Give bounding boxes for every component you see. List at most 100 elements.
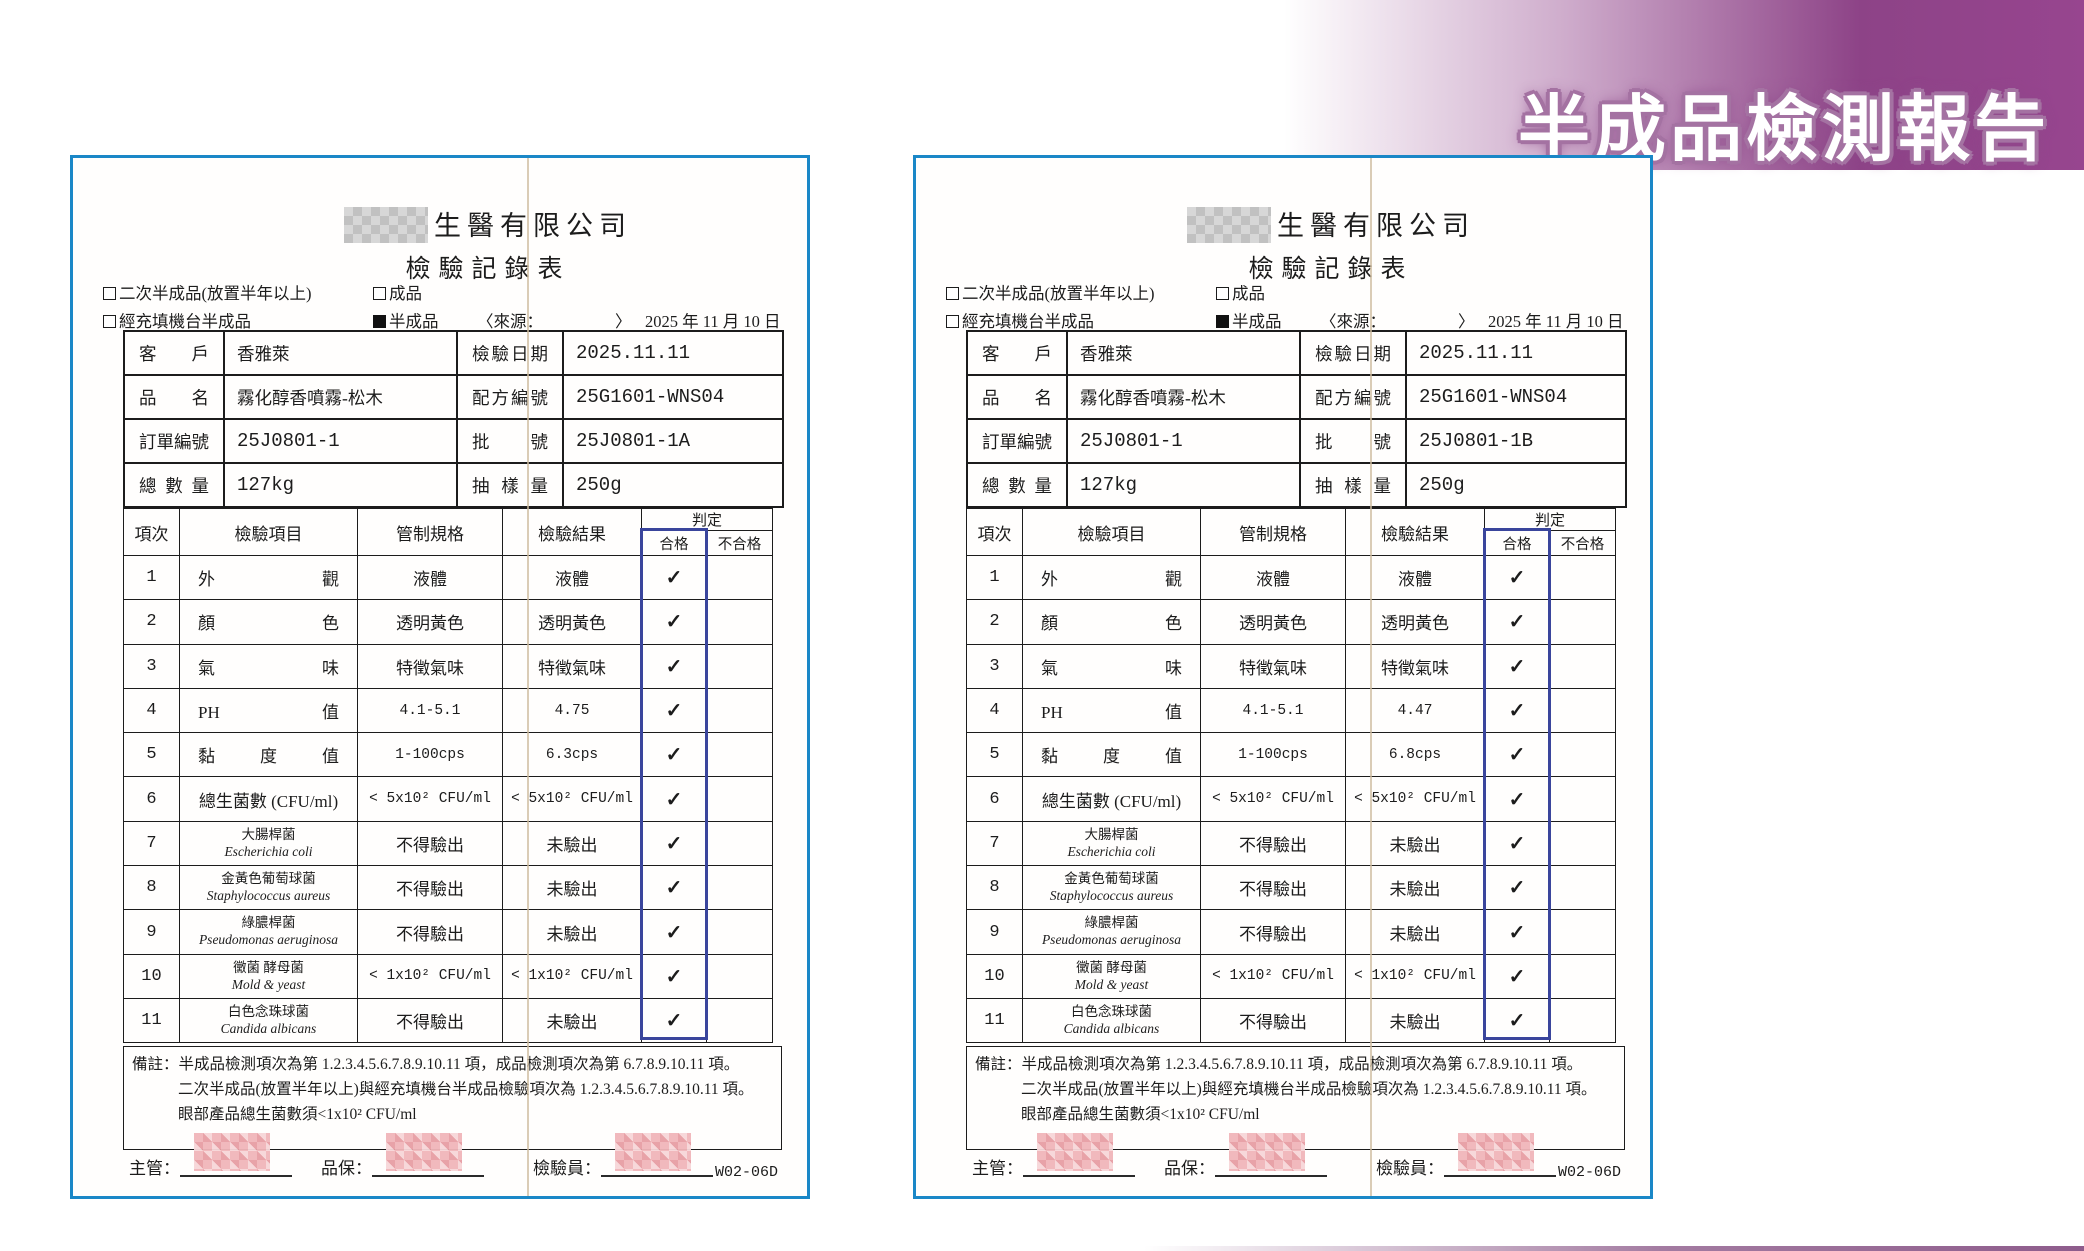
- result-cell: 透明黃色: [1345, 599, 1485, 645]
- row-number: 9: [123, 909, 180, 955]
- spec-cell: 不得驗出: [1200, 909, 1346, 955]
- info-row: 品 名 霧化醇香噴霧-松木 配方編號 25G1601-WNS04: [123, 374, 784, 420]
- report-banner: 半成品檢測報告: [1284, 0, 2084, 170]
- result-cell: < 5x10² CFU/ml: [502, 776, 642, 822]
- spec-cell: 不得驗出: [1200, 820, 1346, 867]
- result-row: 5 黏 度 值 1-100cps 6.3cps ✓: [123, 732, 774, 778]
- product-name-label: 品 名: [966, 374, 1068, 420]
- spec-cell: < 5x10² CFU/ml: [1200, 776, 1346, 822]
- item-name-zh: 白色念珠球菌: [228, 1004, 309, 1020]
- pass-check: ✓: [641, 953, 707, 999]
- item-name-latin: Staphylococcus aureus: [206, 888, 331, 904]
- result-row: 10 黴菌 酵母菌 Mold & yeast < 1x10² CFU/ml < 1x10…: [966, 953, 1617, 999]
- batch-number-value: 25J0801-1A: [562, 418, 784, 464]
- signature-line: [1215, 1133, 1327, 1177]
- item-name-latin: Candida albicans: [1063, 1020, 1160, 1036]
- row-number: 8: [123, 865, 180, 911]
- fail-cell: [705, 909, 774, 955]
- pass-check: ✓: [1484, 554, 1550, 601]
- spec-cell: 透明黃色: [1200, 599, 1346, 645]
- supervisor-label: 主管：: [129, 1159, 180, 1178]
- pass-check: ✓: [1484, 953, 1550, 999]
- note-line: 備註：半成品檢測項次為第 1.2.3.4.5.6.7.8.9.10.11 項，成…: [975, 1056, 1583, 1073]
- item-name-zh: PH 值: [198, 703, 339, 723]
- sample-quantity-label: 抽 樣 量: [456, 462, 564, 508]
- test-item-name: 外 觀: [179, 554, 358, 601]
- form-title: 檢驗記錄表: [405, 256, 571, 283]
- result-cell: 液體: [1345, 554, 1485, 601]
- scan-fold-line: [1370, 158, 1372, 1196]
- note-line: 眼部產品總生菌數須<1x10² CFU/ml: [178, 1106, 417, 1124]
- checkbox-label: 半成品: [389, 312, 439, 331]
- scan-fold-line: [527, 158, 529, 1196]
- result-row: 11 白色念珠球菌 Candida albicans 不得驗出 未驗出 ✓: [966, 997, 1617, 1044]
- info-row: 訂單編號 25J0801-1 批 號 25J0801-1B: [966, 418, 1627, 464]
- item-name-latin: Escherichia coli: [1067, 843, 1156, 859]
- result-cell: 未驗出: [502, 820, 642, 867]
- result-row: 5 黏 度 值 1-100cps 6.8cps ✓: [966, 732, 1617, 778]
- formula-number-label: 配方編號: [1299, 374, 1407, 420]
- inspector-label: 檢驗員：: [1376, 1159, 1444, 1178]
- order-number-label: 訂單編號: [966, 418, 1068, 464]
- customer-value: 香雅萊: [223, 330, 458, 376]
- row-number: 7: [123, 820, 180, 867]
- customer-label: 客 戶: [966, 330, 1068, 376]
- info-table: 客 戶 香雅萊 檢驗日期 2025.11.11 品 名 霧化醇香噴霧-松木 配方…: [966, 330, 1627, 508]
- row-number: 3: [123, 643, 180, 689]
- product-name-value: 霧化醇香噴霧-松木: [223, 374, 458, 420]
- signature-line: [372, 1133, 484, 1177]
- row-number: 5: [966, 732, 1023, 778]
- result-row: 4 PH 值 4.1-5.1 4.75 ✓: [123, 687, 774, 734]
- batch-number-value: 25J0801-1B: [1405, 418, 1627, 464]
- info-row: 品 名 霧化醇香噴霧-松木 配方編號 25G1601-WNS04: [966, 374, 1627, 420]
- checkbox-label: 經充填機台半成品: [119, 312, 251, 331]
- result-cell: 未驗出: [502, 909, 642, 955]
- form-code: W02-06D: [715, 1164, 779, 1181]
- item-name-zh: 總生菌數 (CFU/ml): [198, 791, 339, 811]
- checkbox-secondary-semifinished: 二次半成品(放置半年以上): [103, 280, 312, 304]
- qa-signature: 品保：: [321, 1133, 484, 1179]
- notes-box: 備註：半成品檢測項次為第 1.2.3.4.5.6.7.8.9.10.11 項，成…: [966, 1046, 1625, 1150]
- inspection-date-label: 檢驗日期: [456, 330, 564, 376]
- checkbox-label: 二次半成品(放置半年以上): [119, 284, 312, 303]
- checkbox-unchecked-icon: [103, 287, 116, 300]
- checkbox-label: 半成品: [1232, 312, 1282, 331]
- row-number: 4: [966, 687, 1023, 734]
- checkbox-semifinished-checked: 半成品: [1216, 308, 1282, 332]
- result-cell: 未驗出: [502, 997, 642, 1044]
- result-cell: < 5x10² CFU/ml: [1345, 776, 1485, 822]
- total-quantity-label: 總 數 量: [966, 462, 1068, 508]
- formula-number-label: 配方編號: [456, 374, 564, 420]
- pass-check: ✓: [641, 687, 707, 734]
- item-name-latin: Pseudomonas aeruginosa: [1041, 932, 1182, 948]
- spec-cell: 不得驗出: [1200, 997, 1346, 1044]
- row-number: 6: [966, 776, 1023, 822]
- header-pass: 合格: [1484, 530, 1550, 556]
- spec-cell: < 1x10² CFU/ml: [1200, 953, 1346, 999]
- bottom-accent-strip: [1144, 1246, 2084, 1251]
- header-pass: 合格: [641, 530, 707, 556]
- result-cell: 4.47: [1345, 687, 1485, 734]
- item-name-latin: Mold & yeast: [231, 976, 306, 992]
- results-header-row: 項次 檢驗項目 管制規格 檢驗結果 判定: [966, 508, 1617, 556]
- row-number: 6: [123, 776, 180, 822]
- signature-row: 主管： 品保： 檢驗員：: [916, 1133, 1650, 1200]
- redacted-signature-stamp: [386, 1133, 462, 1171]
- row-number: 8: [966, 865, 1023, 911]
- header-control-spec: 管制規格: [1200, 508, 1346, 556]
- fail-cell: [705, 732, 774, 778]
- checkbox-label: 成品: [1232, 284, 1265, 303]
- info-row: 總 數 量 127kg 抽 樣 量 250g: [966, 462, 1627, 508]
- checkbox-finished-product: 成品: [373, 280, 422, 304]
- source-label: 〈來源：: [477, 312, 543, 331]
- header-fail: 不合格: [1548, 530, 1617, 556]
- inspection-date-value: 2025.11.11: [1405, 330, 1627, 376]
- checkbox-unchecked-icon: [1216, 287, 1229, 300]
- result-row: 9 綠膿桿菌 Pseudomonas aeruginosa 不得驗出 未驗出 ✓: [123, 909, 774, 955]
- result-cell: 6.3cps: [502, 732, 642, 778]
- fail-cell: [705, 865, 774, 911]
